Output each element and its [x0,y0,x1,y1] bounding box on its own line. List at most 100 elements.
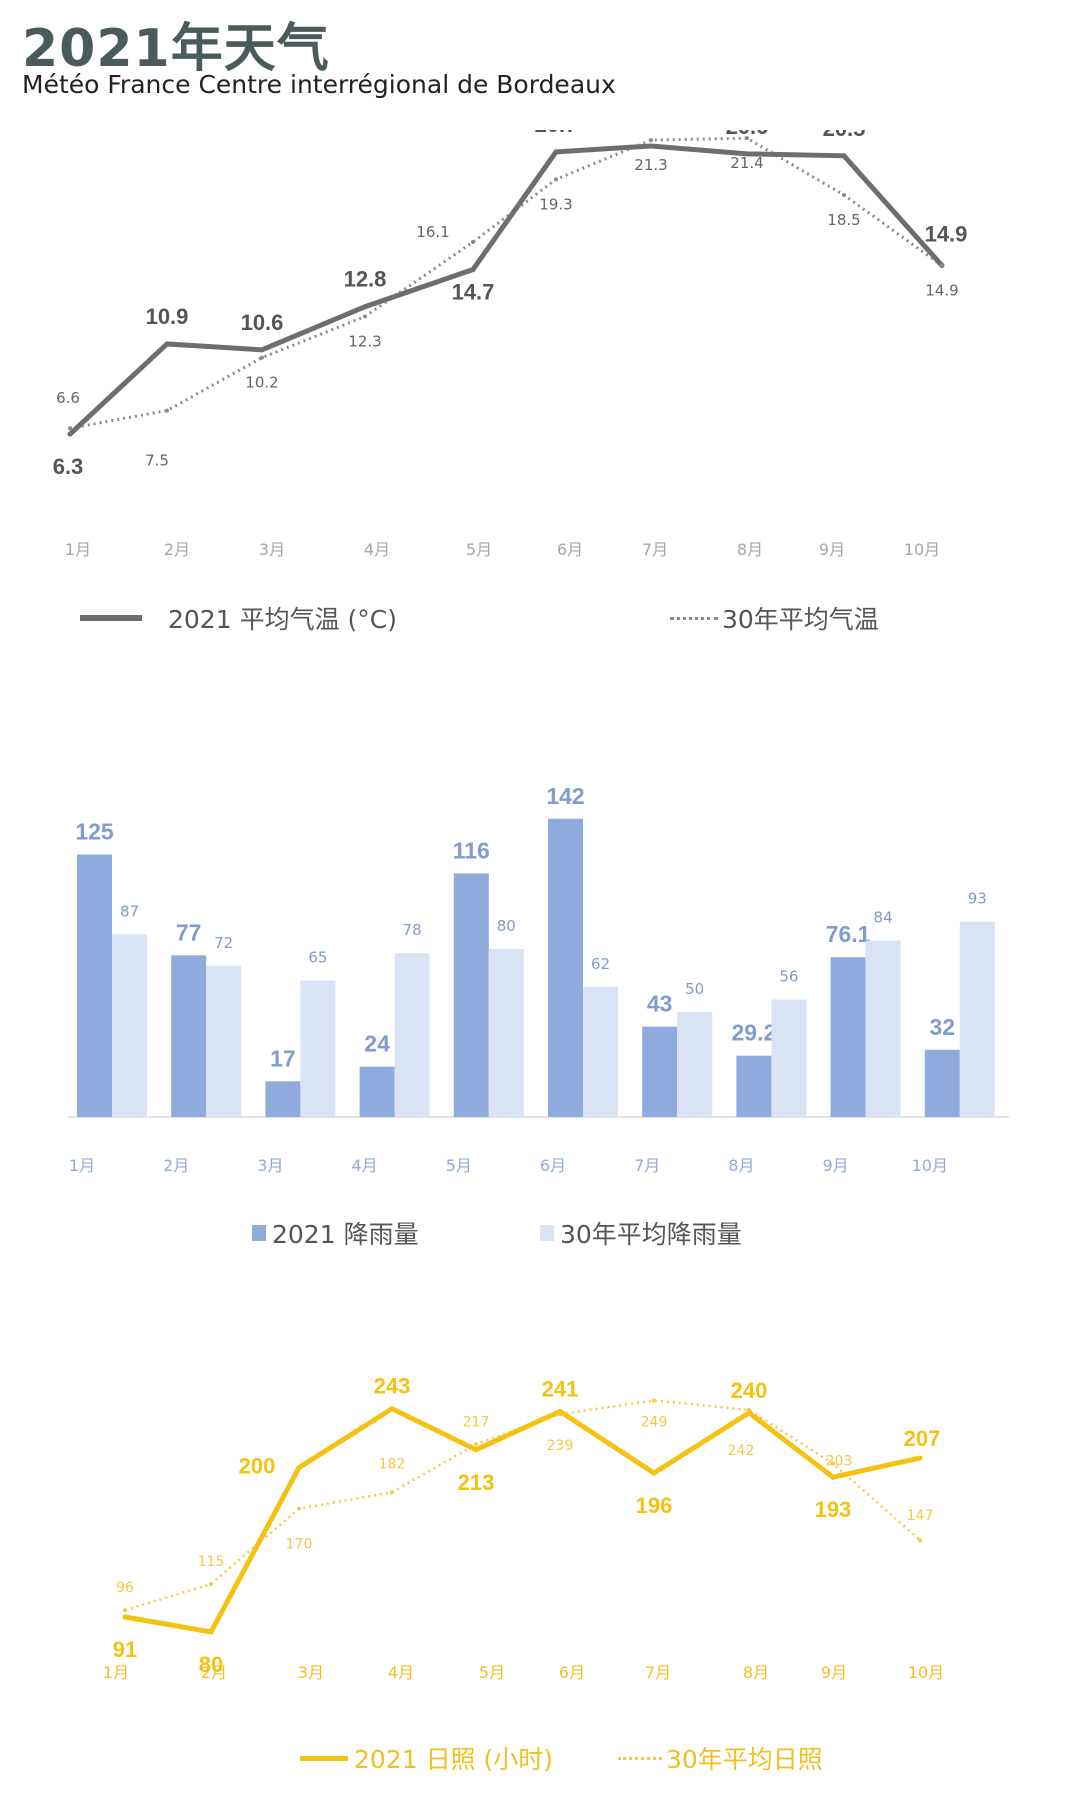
sun-avg-point [209,1582,213,1587]
rain-x-tick-label: 2月 [163,1156,189,1175]
rain-2021-data-label: 17 [270,1045,296,1071]
temp-legend-2021: 2021 平均气温 (°C) [80,600,397,636]
temp-2021-point [648,143,654,149]
temp-x-tick-label: 8月 [737,540,763,559]
rain-2021-bar [171,955,207,1117]
sun-avg-point [747,1408,751,1413]
rain-avg-bar [677,1012,713,1117]
rain-legend-2021-label: 2021 降雨量 [272,1220,419,1249]
sun-legend-avg-swatch [618,1756,662,1760]
sun-2021-point [651,1470,657,1476]
sun-2021-data-label: 196 [636,1493,673,1518]
rain-x-tick-label: 5月 [446,1156,472,1175]
rain-avg-bar [112,934,147,1117]
temp-avg-data-label: 7.5 [145,452,169,470]
temp-avg-data-label: 10.2 [245,374,278,392]
rain-avg-data-label: 65 [308,949,327,967]
sun-2021-data-label: 207 [904,1426,941,1451]
temp-avg-data-label: 6.6 [56,389,80,407]
temp-avg-point [363,314,367,319]
temp-avg-point [649,138,653,143]
temp-avg-point [68,426,72,431]
sun-2021-point [830,1474,836,1480]
sun-avg-point [390,1490,394,1495]
sun-avg-point [474,1442,478,1447]
rain-avg-data-label: 93 [968,890,987,908]
temp-legend-2021-swatch [80,615,142,621]
temp-legend-2021-label: 2021 平均气温 (°C) [168,605,397,634]
sun-avg-data-label: 249 [641,1414,668,1430]
temp-2021-point [259,347,265,353]
temp-2021-data-label: 12.8 [344,267,387,292]
page-subtitle: Météo France Centre interrégional de Bor… [22,70,616,99]
rain-2021-bar [548,818,583,1117]
rain-x-tick-label: 8月 [728,1156,754,1175]
rain-2021-data-label: 125 [75,819,114,845]
rain-2021-bar [924,1049,960,1117]
temp-2021-data-label: 20.6 [726,130,769,139]
rain-avg-bar [206,965,242,1117]
temp-2021-data-label: 14.7 [452,279,495,304]
rain-avg-bar [771,999,807,1117]
temp-2021-point [470,266,476,272]
sun-avg-point [297,1506,301,1511]
sun-legend-avg: 30年平均日照 [618,1740,823,1776]
sun-2021-data-label: 200 [239,1454,276,1479]
rain-2021-bar [830,957,866,1117]
temp-x-tick-label: 10月 [904,540,940,559]
sun-x-tick-label: 6月 [559,1663,585,1682]
sun-2021-point [208,1629,214,1635]
temp-2021-data-label: 10.6 [241,310,284,335]
temp-2021-data-label: 14.9 [925,222,968,247]
sun-avg-data-label: 242 [728,1443,755,1459]
sun-avg-point [652,1398,656,1403]
temp-x-tick-label: 9月 [819,540,845,559]
sun-2021-data-label: 213 [458,1470,495,1495]
sun-avg-point [123,1608,127,1613]
sun-legend-2021: 2021 日照 (小时) [300,1740,553,1776]
rain-legend-avg: 30年平均降雨量 [540,1215,742,1251]
rain-2021-data-label: 43 [647,991,673,1017]
temp-2021-point [362,304,368,310]
sun-avg-point [831,1461,835,1466]
rain-avg-data-label: 56 [779,967,798,985]
sun-x-tick-label: 9月 [821,1663,847,1682]
sun-legend-avg-label: 30年平均日照 [666,1745,823,1774]
rain-avg-bar [300,980,336,1117]
temp-avg-point [940,263,944,268]
temp-avg-point [745,136,749,141]
sun-2021-data-label: 240 [731,1378,768,1403]
sun-avg-data-label: 170 [286,1537,313,1553]
temp-2021-point [841,153,847,159]
rain-x-tick-label: 1月 [69,1156,95,1175]
rain-avg-data-label: 50 [685,980,704,998]
rain-x-tick-label: 3月 [257,1156,283,1175]
temperature-chart: 6.3 10.9 10.6 12.8 14.7 20.7 21 20.6 20.5 14.9 6.6… [53,130,968,559]
rain-2021-data-label: 29.2 [732,1020,777,1046]
temp-avg-data-label: 21.4 [730,154,763,172]
rain-legend-avg-label: 30年平均降雨量 [560,1220,742,1249]
rain-2021-data-label: 77 [176,919,202,945]
temp-avg-data-label: 19.3 [539,195,572,213]
rain-legend-2021: 2021 降雨量 [252,1215,419,1251]
sun-2021-point [389,1406,395,1412]
sun-x-tick-label: 1月 [103,1663,129,1682]
rain-2021-data-label: 24 [364,1031,390,1057]
rain-2021-bar [453,873,489,1117]
temp-x-tick-label: 1月 [65,540,91,559]
temp-legend-avg: 30年平均气温 [670,600,879,636]
sun-x-tick-label: 4月 [388,1663,414,1682]
sun-avg-point [558,1412,562,1417]
temp-x-tick-label: 5月 [466,540,492,559]
rain-x-tick-label: 6月 [540,1156,566,1175]
temp-avg-point [554,177,558,182]
sun-2021-data-label: 80 [199,1652,223,1677]
temp-2021-point [164,341,170,347]
temp-2021-line [68,143,944,436]
sun-legend-2021-swatch [300,1755,348,1761]
sun-avg-data-label: 96 [116,1580,134,1596]
sun-avg-data-label: 147 [907,1508,934,1524]
temp-avg-data-label: 16.1 [416,223,449,241]
temp-2021-data-label: 20.7 [535,130,578,137]
sun-avg-line [124,1399,921,1612]
